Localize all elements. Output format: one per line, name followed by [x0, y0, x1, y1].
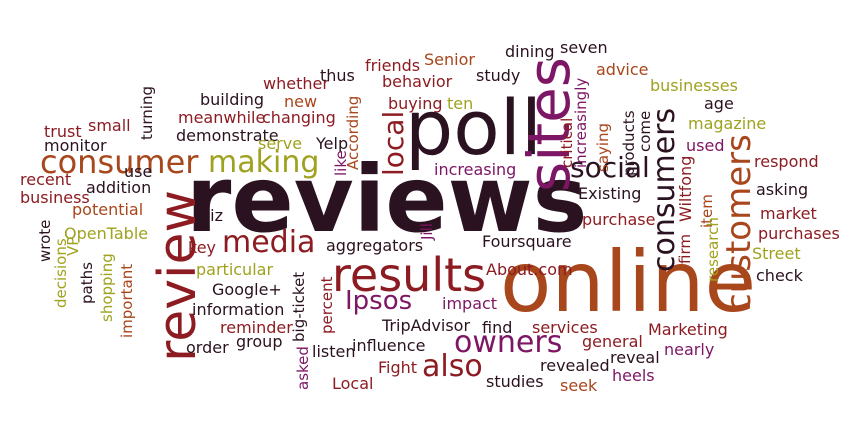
- word-influence: influence: [352, 336, 426, 355]
- word-poll: poll: [405, 83, 542, 172]
- word-biz: biz: [200, 206, 223, 225]
- word-services: services: [532, 318, 598, 337]
- word-business: business: [20, 188, 90, 207]
- word-wrote: wrote: [36, 219, 54, 262]
- word-listen: listen: [312, 342, 356, 361]
- word-reveal: reveal: [610, 348, 660, 367]
- word-impact: impact: [442, 294, 498, 313]
- word-trust: trust: [44, 122, 82, 141]
- word-thus: thus: [320, 66, 355, 85]
- word-reviews: reviews: [186, 146, 588, 253]
- word-monitor: monitor: [44, 136, 107, 155]
- word-aggregators: aggregators: [326, 236, 424, 255]
- word-advice: advice: [596, 60, 649, 79]
- word-tripadvisor: TripAdvisor: [382, 316, 471, 335]
- word-used-visible: used: [686, 136, 725, 155]
- word-find: find: [482, 318, 513, 337]
- word-dining: dining: [505, 42, 555, 61]
- word-media: media: [222, 225, 316, 260]
- word-turning: turning: [138, 86, 156, 140]
- word-heels: heels: [612, 366, 655, 385]
- word-respond: respond: [754, 152, 819, 171]
- word-behavior: behavior: [382, 72, 453, 91]
- word-like: like: [332, 150, 350, 176]
- word-marketing: Marketing: [648, 320, 728, 339]
- word-order: order: [186, 338, 229, 357]
- word-meanwhile: meanwhile: [178, 108, 266, 127]
- word-particular: particular: [196, 260, 274, 279]
- word-jill: Jill: [418, 223, 436, 240]
- word-customers: customers: [719, 134, 759, 312]
- word-market: market: [760, 204, 817, 223]
- word-products: products: [620, 110, 638, 176]
- word-increasing: increasing: [434, 160, 517, 179]
- word-reminder: reminder: [220, 318, 293, 337]
- word-age: age: [704, 94, 734, 113]
- word-online: online: [500, 233, 757, 331]
- word-key: key: [188, 238, 217, 257]
- word-percent: percent: [318, 276, 336, 334]
- word-check: check: [756, 266, 803, 285]
- word-businesses: businesses: [650, 76, 738, 95]
- word-opentable: OpenTable: [64, 224, 149, 243]
- word-new: new: [284, 92, 318, 111]
- word-revealed: revealed: [540, 356, 610, 375]
- word-small: small: [88, 116, 131, 135]
- word-yelp: Yelp: [316, 134, 349, 153]
- word-asking: asking: [756, 180, 809, 199]
- word-big-ticket: big-ticket: [290, 271, 308, 342]
- word-seek: seek: [560, 376, 598, 395]
- word-consumer: consumer: [40, 143, 199, 181]
- word-changing: changing: [262, 108, 336, 127]
- word-shopping: shopping: [98, 253, 116, 322]
- word-ten: ten: [447, 94, 474, 113]
- word-recent: recent: [20, 170, 72, 189]
- word-magazine: magazine: [688, 114, 767, 133]
- word-come: come: [636, 110, 654, 152]
- word-foursquare: Foursquare: [482, 232, 572, 251]
- word-owners: owners: [454, 325, 563, 360]
- word-ipsos: Ipsos: [345, 286, 413, 316]
- word-fight: Fight: [378, 358, 418, 377]
- word-general: general: [582, 332, 643, 351]
- word-google-plus: Google+: [212, 280, 282, 299]
- word-research: research: [704, 217, 722, 282]
- word-buying: buying: [388, 94, 443, 113]
- word-purchases: purchases: [758, 224, 840, 243]
- word-building: building: [200, 90, 265, 109]
- word-street: Street: [752, 244, 801, 263]
- word-saying: saying: [594, 122, 612, 172]
- word-wiltfong: Wiltfong: [676, 155, 695, 222]
- word-local: Local: [332, 374, 374, 393]
- word-use: use: [124, 162, 153, 181]
- word-serve: serve: [258, 134, 303, 153]
- word-senior: Senior: [424, 50, 475, 69]
- word-about-com: About.com: [486, 260, 573, 279]
- word-potential: potential: [72, 200, 144, 219]
- word-increasingly: increasingly: [572, 77, 590, 168]
- word-demonstrate: demonstrate: [176, 126, 279, 145]
- word-paths: paths: [78, 262, 96, 304]
- word-social: social: [570, 151, 650, 184]
- word-whether: whether: [263, 74, 329, 93]
- word-results: results: [332, 248, 487, 302]
- word-making: making: [208, 145, 320, 180]
- word-local-vertical: local: [377, 110, 410, 176]
- word-studies: studies: [486, 372, 544, 391]
- word-friends: friends: [365, 56, 421, 75]
- word-vp: VP: [64, 236, 82, 256]
- word-also: also: [422, 349, 483, 384]
- word-group: group: [236, 332, 283, 351]
- word-existing: Existing: [578, 184, 642, 203]
- word-addition: addition: [86, 178, 152, 197]
- word-purchase: purchase: [582, 210, 656, 229]
- word-asked: asked: [294, 346, 312, 390]
- word-seven: seven: [560, 38, 608, 57]
- word-firm: firm: [676, 234, 694, 264]
- word-important: important: [118, 263, 136, 338]
- word-study: study: [476, 66, 521, 85]
- word-information: information: [192, 300, 285, 319]
- word-nearly: nearly: [664, 340, 715, 359]
